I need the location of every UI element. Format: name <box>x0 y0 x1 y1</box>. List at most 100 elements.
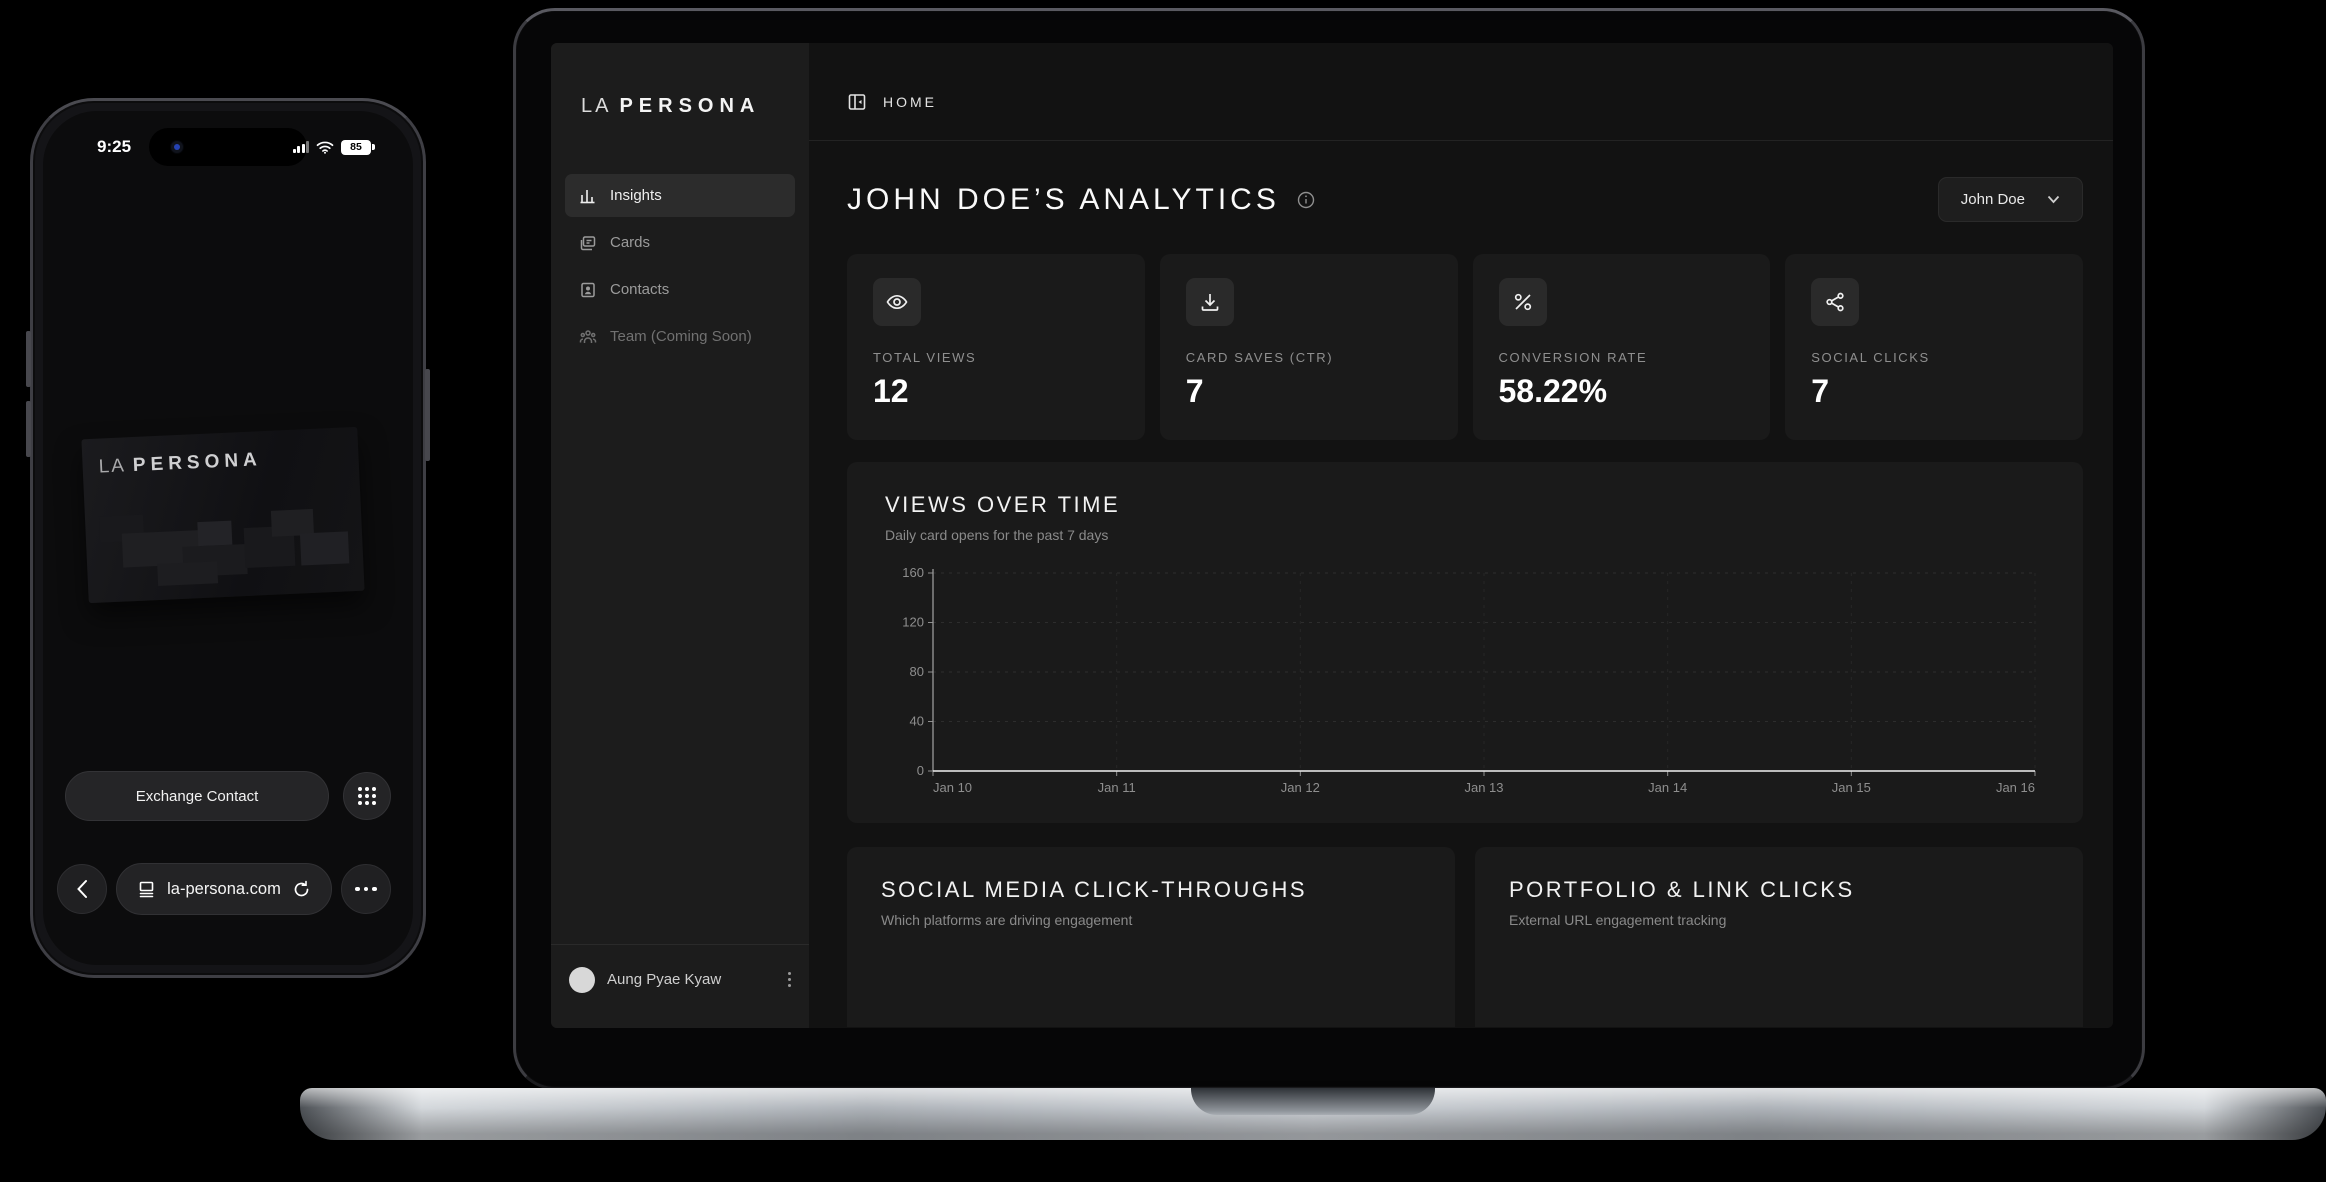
kebab-menu-icon[interactable] <box>788 969 791 990</box>
svg-text:120: 120 <box>902 615 924 630</box>
back-chevron-icon <box>77 880 87 898</box>
address-bar[interactable]: la-persona.com <box>116 863 332 915</box>
stat-label: CONVERSION RATE <box>1498 350 1648 365</box>
logo-word-la: LA <box>581 95 612 117</box>
profile-selector-label: John Doe <box>1960 191 2025 208</box>
section-subtitle: External URL engagement tracking <box>1509 912 1727 928</box>
sidebar-item-insights[interactable]: Insights <box>565 174 795 217</box>
app-grid-icon[interactable] <box>343 772 391 820</box>
phone-volume-down-button <box>26 401 31 457</box>
stat-value: 12 <box>873 373 909 409</box>
sidebar-footer: Aung Pyae Kyaw <box>551 944 809 1028</box>
phone-mockup: 9:25 85 LA PERSONA <box>26 98 430 978</box>
section-subtitle: Which platforms are driving engagement <box>881 912 1133 928</box>
views-over-time-card: VIEWS OVER TIME Daily card opens for the… <box>847 462 2083 823</box>
back-button[interactable] <box>57 864 107 914</box>
eye-icon <box>886 294 908 310</box>
page-icon <box>139 881 154 897</box>
bottom-sections: SOCIAL MEDIA CLICK-THROUGHS Which platfo… <box>847 847 2083 1027</box>
svg-text:Jan 14: Jan 14 <box>1648 780 1687 795</box>
sidebar-item-label: Team (Coming Soon) <box>610 328 752 345</box>
phone-action-row: Exchange Contact <box>43 771 413 821</box>
svg-text:Jan 15: Jan 15 <box>1832 780 1871 795</box>
download-icon <box>1201 294 1219 311</box>
sidebar-item-label: Cards <box>610 234 651 251</box>
stat-card-card-saves: CARD SAVES (CTR) 7 <box>1159 254 1458 440</box>
stat-value: 7 <box>1185 373 1204 409</box>
svg-text:Jan 12: Jan 12 <box>1281 780 1320 795</box>
sidebar-item-label: Contacts <box>610 281 670 298</box>
browser-more-button[interactable] <box>341 864 391 914</box>
stat-card-total-views: TOTAL VIEWS 12 <box>847 254 1145 440</box>
info-icon[interactable] <box>1296 190 1316 210</box>
svg-text:Jan 10: Jan 10 <box>933 780 972 795</box>
phone-power-button <box>425 369 430 461</box>
dynamic-island <box>149 128 307 166</box>
battery-icon: 85 <box>341 139 375 155</box>
stat-card-social-clicks: SOCIAL CLICKS 7 <box>1785 254 2083 440</box>
sidebar-toggle-icon[interactable] <box>847 92 867 112</box>
logo-word-persona: PERSONA <box>619 95 761 117</box>
sidebar-item-contacts[interactable]: Contacts <box>565 268 795 311</box>
sidebar-item-label: Insights <box>610 187 662 204</box>
business-card-preview: LA PERSONA <box>81 426 365 604</box>
url-text: la-persona.com <box>167 879 281 898</box>
stat-label: SOCIAL CLICKS <box>1811 350 1930 365</box>
stats-row: TOTAL VIEWS 12 CARD SAVES (CTR) 7 CONVER… <box>847 254 2083 440</box>
brand-word-persona: PERSONA <box>132 449 263 477</box>
phone-status-bar: 9:25 85 <box>43 137 413 157</box>
svg-text:Jan 11: Jan 11 <box>1098 780 1136 795</box>
cellular-signal-icon <box>292 141 309 153</box>
chevron-down-icon <box>2047 195 2060 204</box>
stat-card-conversion-rate: CONVERSION RATE 58.22% <box>1472 254 1771 440</box>
brand-word-la: LA <box>98 455 127 478</box>
browser-toolbar: la-persona.com <box>43 863 413 915</box>
sidebar-nav: Insights Cards Contacts <box>551 138 809 944</box>
stat-label: TOTAL VIEWS <box>873 350 977 365</box>
phone-volume-up-button <box>26 331 31 387</box>
chart-title: VIEWS OVER TIME <box>885 492 1121 517</box>
phone-screen: 9:25 85 LA PERSONA <box>43 111 413 965</box>
svg-text:40: 40 <box>910 714 924 729</box>
reload-icon[interactable] <box>292 880 311 899</box>
status-time: 9:25 <box>97 137 132 156</box>
battery-percent: 85 <box>350 141 362 153</box>
title-row: JOHN DOE’S ANALYTICS John Doe <box>847 177 2083 222</box>
portfolio-link-clicks-card: PORTFOLIO & LINK CLICKS External URL eng… <box>1475 847 2083 1027</box>
camera-icon <box>171 141 183 153</box>
svg-text:Jan 16: Jan 16 <box>1996 780 2035 795</box>
business-card-brand: LA PERSONA <box>98 449 262 478</box>
avatar <box>569 966 595 993</box>
stat-value: 7 <box>1811 373 1830 409</box>
sidebar-item-team[interactable]: Team (Coming Soon) <box>565 315 795 358</box>
contact-card-icon <box>581 282 595 297</box>
user-name: Aung Pyae Kyaw <box>607 971 722 988</box>
laptop-hinge-notch <box>1191 1088 1435 1115</box>
sidebar-item-cards[interactable]: Cards <box>565 221 795 264</box>
team-icon <box>579 329 597 343</box>
page-title: JOHN DOE’S ANALYTICS <box>847 182 1280 216</box>
card-mosaic-block <box>157 561 219 587</box>
svg-text:0: 0 <box>917 763 924 778</box>
laptop-screen: LA PERSONA Insights Cards <box>551 43 2113 1028</box>
main-area: HOME JOHN DOE’S ANALYTICS John Doe <box>809 43 2113 1028</box>
views-chart: 0 40 80 120 160 Jan 10 Jan 11 Jan 12 Jan 13 Jan 1… <box>902 565 2036 795</box>
svg-text:160: 160 <box>902 565 924 580</box>
wifi-icon <box>316 141 334 154</box>
social-media-clickthroughs-card: SOCIAL MEDIA CLICK-THROUGHS Which platfo… <box>847 847 1455 1027</box>
chart-area: 0 40 80 120 160 Jan 10 Jan 11 Jan 12 Jan 13 Jan 1… <box>885 563 2045 805</box>
page-content: JOHN DOE’S ANALYTICS John Doe TOTAL VIE <box>809 141 2113 1028</box>
stat-label: CARD SAVES (CTR) <box>1185 350 1334 365</box>
breadcrumb: HOME <box>883 93 937 110</box>
app-logo: LA PERSONA <box>551 43 809 138</box>
section-title: SOCIAL MEDIA CLICK-THROUGHS <box>881 877 1308 902</box>
chart-subtitle: Daily card opens for the past 7 days <box>885 527 1109 543</box>
section-title: PORTFOLIO & LINK CLICKS <box>1509 877 1855 902</box>
topbar: HOME <box>809 43 2113 141</box>
percent-icon <box>1514 293 1531 311</box>
sidebar: LA PERSONA Insights Cards <box>551 43 809 1028</box>
exchange-contact-button[interactable]: Exchange Contact <box>65 771 329 821</box>
profile-selector[interactable]: John Doe <box>1937 177 2083 222</box>
share-icon <box>1826 292 1844 312</box>
